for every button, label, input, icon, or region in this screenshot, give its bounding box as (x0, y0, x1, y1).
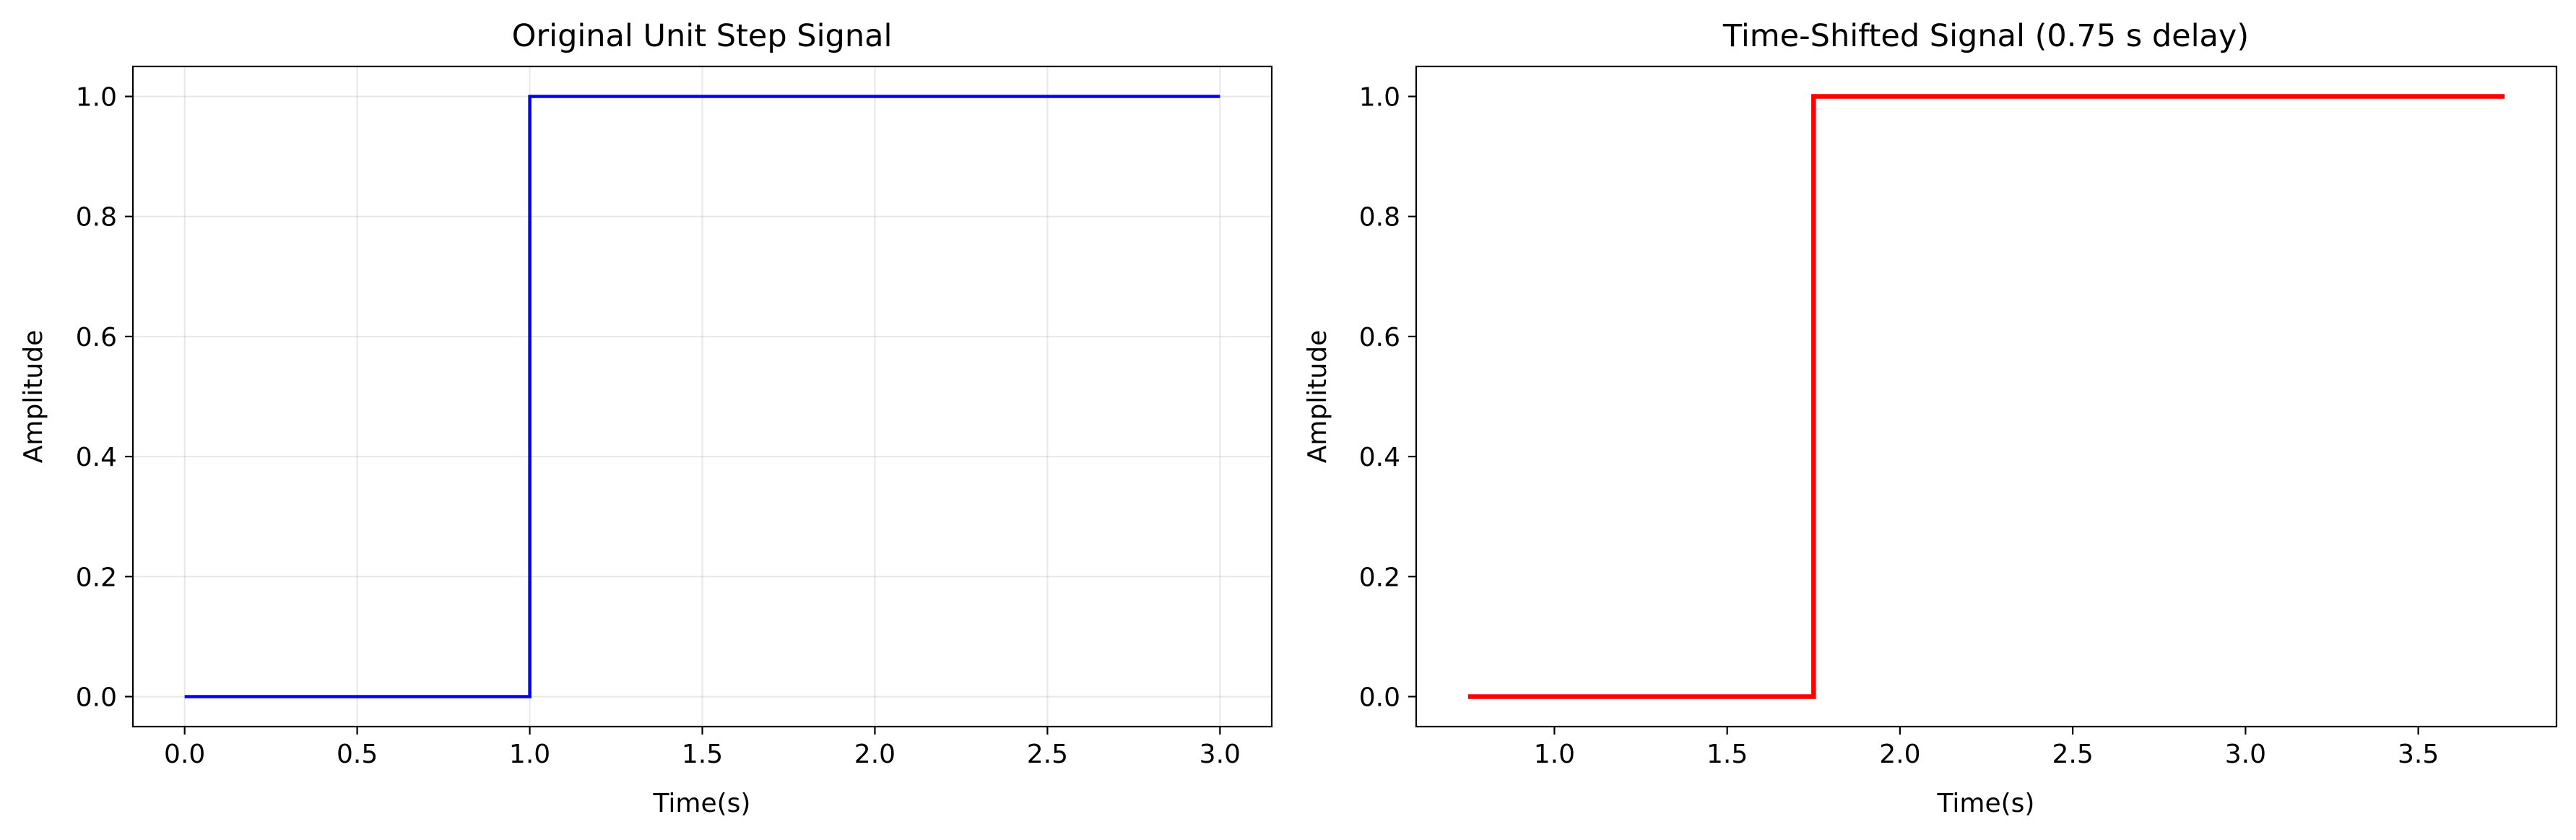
left-chart-y-axis-label: Amplitude (19, 330, 48, 463)
left-chart-x-tick-label: 2.0 (854, 740, 895, 769)
left-chart-x-tick-label: 2.5 (1027, 740, 1068, 769)
left-chart-y-tick-label: 0.8 (76, 203, 117, 233)
left-chart-x-tick-label: 1.5 (682, 740, 723, 769)
right-chart-y-ticks: 0.0 0.2 0.4 0.6 0.8 1.0 (1359, 83, 1416, 712)
right-chart-x-tick-label: 2.5 (2052, 740, 2093, 769)
right-chart-x-tick-label: 1.0 (1534, 740, 1575, 769)
right-chart-y-tick-label: 0.4 (1359, 443, 1400, 472)
left-chart: 0.0 0.5 1.0 1.5 2.0 2.5 3.0 0.0 0.2 0.4 0.6 0.8 1.0… (19, 18, 1273, 818)
right-chart-x-axis-label: Time(s) (1937, 789, 2035, 818)
left-chart-x-axis-label: Time(s) (653, 789, 751, 818)
left-chart-series-layer (184, 95, 1220, 698)
right-chart-x-tick-label: 3.5 (2398, 740, 2439, 769)
right-chart-series-line (1467, 94, 2505, 699)
left-chart-y-tick-label: 0.6 (76, 323, 117, 352)
right-chart-y-axis-label: Amplitude (1303, 330, 1332, 463)
right-chart-axes-frame (1415, 65, 2558, 728)
right-chart-y-tick-label: 0.2 (1359, 563, 1400, 592)
left-chart-y-tick-label: 1.0 (76, 83, 117, 113)
left-chart-x-tick-label: 1.0 (509, 740, 550, 769)
right-chart-y-tick-label: 1.0 (1359, 83, 1400, 113)
right-chart-x-tick-label: 1.5 (1707, 740, 1748, 769)
left-chart-y-tick-label: 0.0 (76, 683, 117, 712)
left-chart-y-tick-label: 0.2 (76, 563, 117, 592)
left-chart-x-tick-label: 0.0 (164, 740, 205, 769)
right-chart-x-tick-label: 2.0 (1879, 740, 1920, 769)
right-chart-y-tick-label: 0.0 (1359, 683, 1400, 712)
right-chart-series-layer (1467, 94, 2505, 699)
right-chart-title: Time-Shifted Signal (0.75 s delay) (1722, 18, 2249, 54)
right-chart-y-tick-label: 0.8 (1359, 203, 1400, 233)
left-chart-y-tick-label: 0.4 (76, 443, 117, 472)
right-chart-y-tick-label: 0.6 (1359, 323, 1400, 352)
right-chart: 1.0 1.5 2.0 2.5 3.0 3.5 0.0 0.2 0.4 0.6 0.8 1.0 Ti… (1303, 18, 2558, 818)
left-chart-series-line (184, 95, 1220, 698)
left-chart-x-ticks: 0.0 0.5 1.0 1.5 2.0 2.5 3.0 (164, 727, 1241, 769)
right-chart-x-ticks: 1.0 1.5 2.0 2.5 3.0 3.5 (1534, 727, 2439, 769)
left-chart-x-tick-label: 0.5 (337, 740, 378, 769)
left-chart-y-ticks: 0.0 0.2 0.4 0.6 0.8 1.0 (76, 83, 133, 712)
left-chart-x-tick-label: 3.0 (1200, 740, 1241, 769)
right-chart-x-tick-label: 3.0 (2225, 740, 2266, 769)
left-chart-title: Original Unit Step Signal (512, 18, 893, 54)
